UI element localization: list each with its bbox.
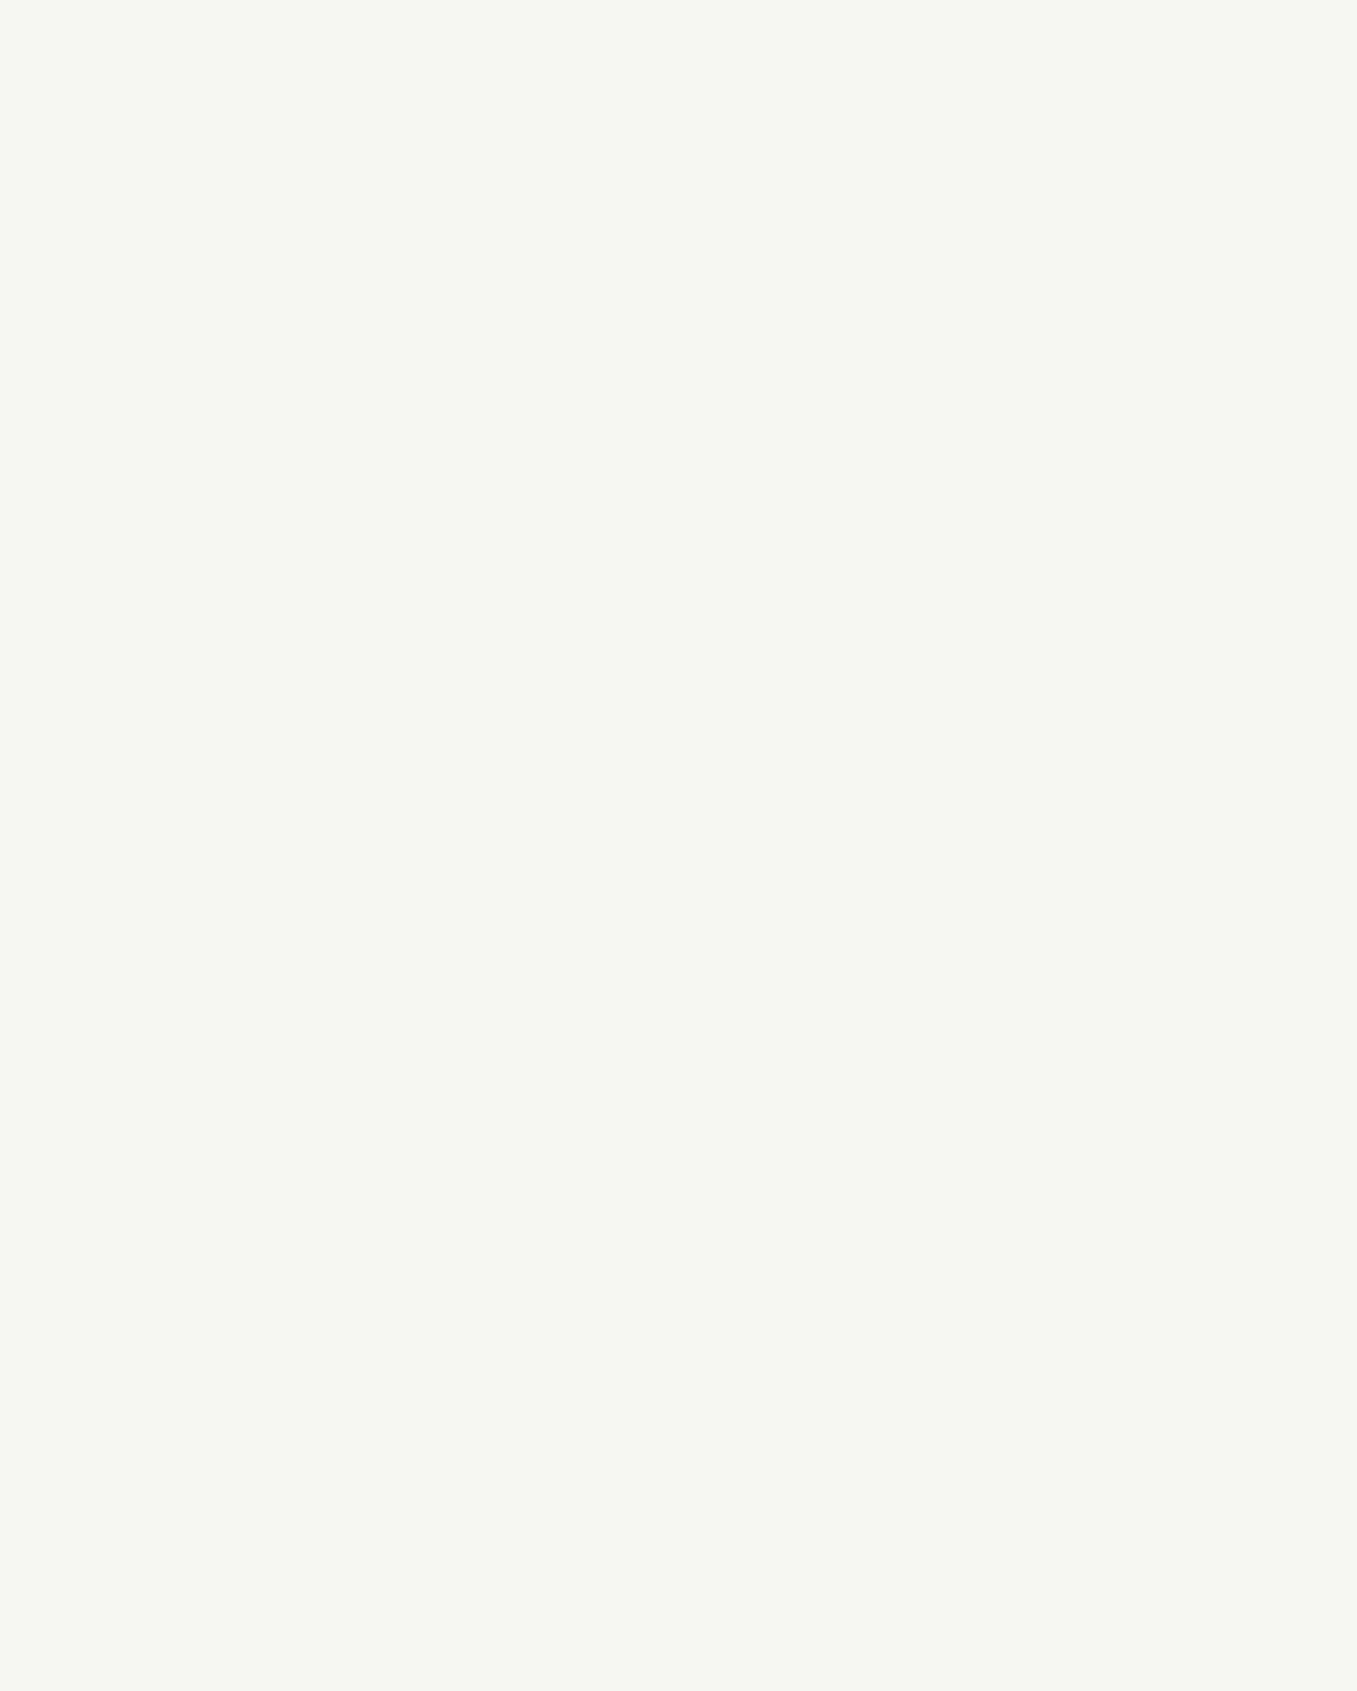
y-tick-labels-b	[0, 823, 205, 1370]
plot-svg-b	[225, 823, 1306, 1370]
legend-swatch-uav1	[162, 1628, 244, 1637]
plot-svg-a	[225, 4, 1306, 542]
legend	[162, 1628, 1355, 1637]
legend-item-uav2	[526, 1628, 628, 1637]
legend-swatch-uav2	[526, 1628, 608, 1637]
legend-item-uav1	[162, 1628, 264, 1637]
x-tick-labels-a	[225, 552, 1306, 614]
legend-swatch-uav3	[889, 1628, 971, 1637]
y-tick-labels-a	[0, 4, 205, 542]
legend-swatch-uav4	[1253, 1628, 1335, 1637]
legend-item-uav4	[1253, 1628, 1355, 1637]
x-tick-labels-b	[225, 1380, 1306, 1442]
legend-item-uav3	[889, 1628, 991, 1637]
